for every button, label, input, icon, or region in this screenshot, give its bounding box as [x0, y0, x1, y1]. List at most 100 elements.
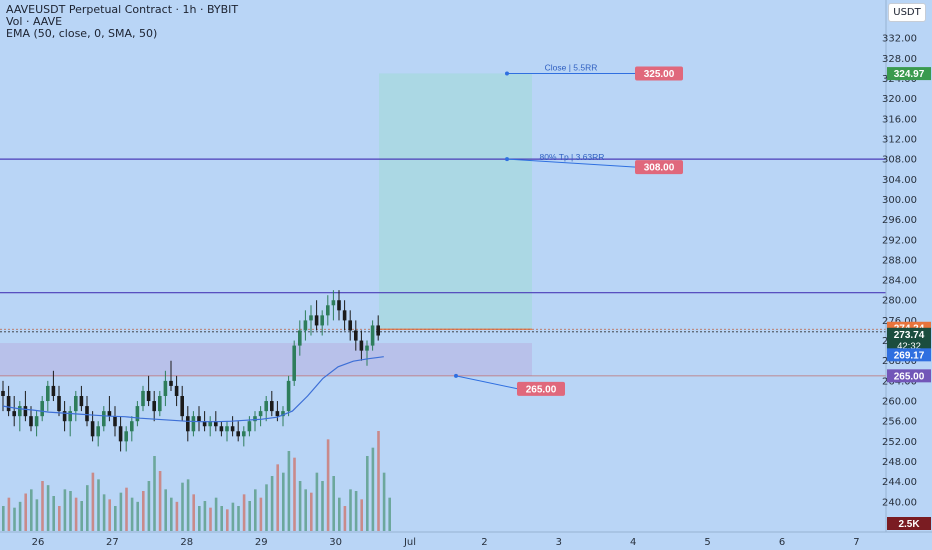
- price-tick-label: 284.00: [882, 276, 917, 287]
- volume-tag-bg[interactable]: [887, 517, 931, 530]
- volume-bar: [52, 496, 55, 531]
- candle-body: [342, 310, 347, 321]
- ema-line: [2, 356, 384, 423]
- candle-body: [102, 411, 106, 427]
- candle-body: [275, 411, 280, 417]
- candle-body: [68, 411, 72, 422]
- partial-anchor[interactable]: [505, 157, 509, 162]
- bar-countdown: 42:32: [897, 341, 921, 352]
- current-price-tag-bg[interactable]: [887, 67, 931, 81]
- candle-body: [130, 421, 134, 432]
- candle-body: [270, 401, 274, 412]
- candle-body: [247, 421, 252, 432]
- candle-body: [303, 320, 308, 331]
- volume-bar: [125, 487, 128, 531]
- candle-body: [337, 300, 341, 311]
- volume-bar: [114, 506, 117, 531]
- volume-bar: [74, 497, 78, 531]
- annotations[interactable]: Close | 5.5RR 325.00 80% Tp | 3.63RR 308.00…: [454, 62, 683, 396]
- volume-bar: [136, 501, 139, 531]
- candle-body: [186, 416, 190, 432]
- last-price-tag[interactable]: 273.74: [894, 330, 925, 341]
- candle-body: [113, 416, 117, 427]
- price-tick-label: 332.00: [882, 34, 917, 45]
- volume-bar: [326, 439, 330, 531]
- time-tick-label: 27: [106, 537, 119, 548]
- partial-price-label-bg[interactable]: [635, 160, 683, 175]
- volume-bar: [276, 464, 279, 531]
- volume-bar: [315, 472, 319, 531]
- candle-body: [292, 345, 296, 381]
- candle-body: [51, 385, 56, 396]
- time-tick-label: 7: [853, 537, 859, 548]
- price-tick-label: 268.00: [882, 356, 917, 367]
- candle-body: [169, 380, 173, 386]
- volume-bar: [119, 492, 123, 531]
- target-anchor[interactable]: [505, 71, 509, 76]
- target-price-label[interactable]: 325.00: [644, 69, 675, 80]
- time-tick-label: 29: [255, 537, 268, 548]
- volume-bar: [97, 479, 100, 531]
- stop-price-tag[interactable]: 265.00: [894, 371, 925, 382]
- time-tick-label: 26: [32, 537, 45, 548]
- stop-price-tag-bg[interactable]: [887, 369, 931, 383]
- volume-bar: [30, 489, 33, 531]
- candle-body: [141, 390, 145, 407]
- volume-bar: [153, 456, 156, 531]
- volume-bar: [142, 491, 145, 531]
- volume-bar: [338, 497, 341, 531]
- candle-body: [79, 396, 84, 407]
- candle-body: [135, 406, 140, 422]
- volume-bar: [175, 501, 179, 531]
- volume-bar: [209, 507, 212, 531]
- volume-indicator-label[interactable]: Vol · AAVE: [6, 15, 63, 28]
- volume-bar: [231, 502, 235, 531]
- volume-bar: [18, 501, 22, 531]
- volume-bar: [304, 489, 307, 531]
- price-tick-label: 252.00: [882, 437, 917, 448]
- volume-bar: [80, 501, 83, 531]
- volume-bar: [108, 499, 111, 531]
- price-axis[interactable]: 332.00328.00324.00320.00316.00312.00308.…: [882, 0, 932, 550]
- volume-bar: [254, 489, 257, 531]
- ema-polyline: [2, 356, 384, 423]
- volume-bar: [170, 497, 173, 531]
- ema-price-tag[interactable]: 269.17: [894, 350, 925, 361]
- ema-price-tag-bg[interactable]: [887, 348, 931, 362]
- time-axis[interactable]: 26 27 28 29 30 Jul 2 3 4 5 6 7: [0, 531, 932, 548]
- volume-bar: [332, 476, 335, 531]
- volume-bar: [41, 481, 44, 531]
- volume-bar: [69, 491, 72, 531]
- volume-tag[interactable]: 2.5K: [898, 519, 920, 530]
- candle-body: [298, 330, 302, 346]
- partial-price-label[interactable]: 308.00: [644, 163, 675, 174]
- volume-bar: [377, 431, 380, 531]
- stop-connector: [455, 375, 519, 390]
- volume-bar: [158, 471, 162, 531]
- candle-body: [6, 396, 11, 412]
- target-price-label-bg[interactable]: [635, 66, 683, 81]
- stop-price-label[interactable]: 265.00: [526, 384, 557, 395]
- candle-body: [57, 396, 61, 412]
- price-tick-label: 260.00: [882, 397, 917, 408]
- horizontal-lines[interactable]: [0, 158, 886, 377]
- price-tick-label: 240.00: [882, 497, 917, 508]
- stop-price-label-bg[interactable]: [517, 381, 565, 396]
- current-price-tag[interactable]: 324.97: [894, 69, 925, 80]
- candle-body: [202, 421, 207, 427]
- volume-bar: [24, 493, 27, 531]
- volume-bar: [220, 506, 223, 531]
- candle-body: [191, 416, 196, 432]
- symbol-title[interactable]: AAVEUSDT Perpetual Contract · 1h · BYBIT: [6, 3, 239, 16]
- candle-body: [359, 340, 364, 351]
- currency-button[interactable]: USDT: [888, 3, 926, 22]
- volume-bar: [343, 506, 347, 531]
- ema-indicator-label[interactable]: EMA (50, close, 0, SMA, 50): [6, 27, 158, 40]
- candle-body: [18, 406, 22, 417]
- stop-anchor[interactable]: [454, 373, 458, 378]
- candle-body: [23, 406, 28, 417]
- volume-bar: [7, 497, 11, 531]
- last-price-tag-bg[interactable]: [887, 327, 931, 352]
- volume-bar: [388, 497, 391, 531]
